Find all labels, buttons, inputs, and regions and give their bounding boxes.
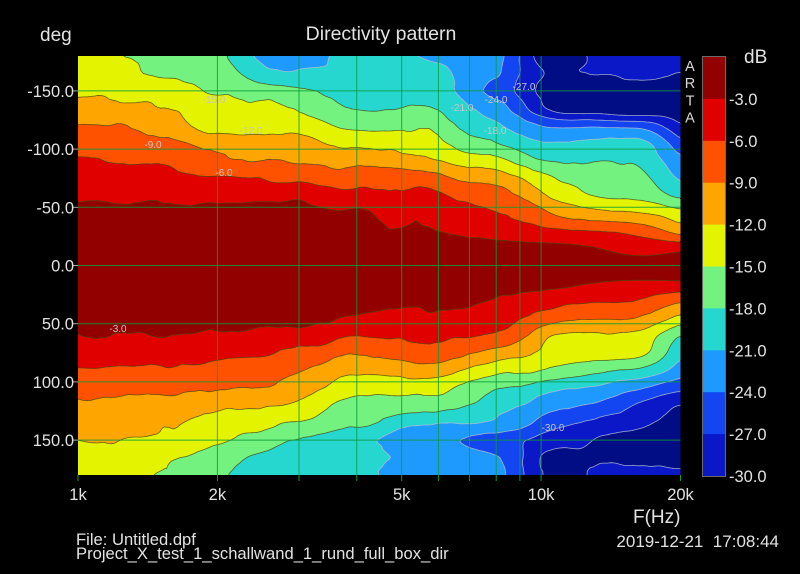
svg-text:-50.0: -50.0 <box>36 199 74 217</box>
svg-text:-24.0: -24.0 <box>485 95 508 106</box>
svg-text:50.0: 50.0 <box>42 316 74 334</box>
svg-text:-27.0: -27.0 <box>729 426 767 444</box>
svg-text:20k: 20k <box>667 486 694 504</box>
svg-text:-12.0: -12.0 <box>240 126 263 137</box>
svg-text:-6.0: -6.0 <box>215 168 233 179</box>
svg-text:T: T <box>686 93 695 109</box>
svg-text:-18.0: -18.0 <box>729 300 767 318</box>
svg-text:0.0: 0.0 <box>51 258 74 276</box>
svg-text:-15.0: -15.0 <box>729 259 767 277</box>
svg-text:deg: deg <box>40 25 72 46</box>
svg-text:File: Untitled.dpf: File: Untitled.dpf <box>76 530 196 549</box>
svg-text:-30.0: -30.0 <box>542 423 565 434</box>
svg-text:-21.0: -21.0 <box>729 342 767 360</box>
svg-text:-30.0: -30.0 <box>729 468 767 486</box>
svg-text:1k: 1k <box>69 486 87 504</box>
svg-text:Directivity pattern: Directivity pattern <box>306 23 457 45</box>
svg-text:-3.0: -3.0 <box>729 91 757 109</box>
svg-text:-150.0: -150.0 <box>27 83 74 101</box>
svg-text:-24.0: -24.0 <box>729 384 767 402</box>
svg-text:-21.0: -21.0 <box>451 103 474 114</box>
svg-text:100.0: 100.0 <box>33 374 74 392</box>
svg-text:-12.0: -12.0 <box>729 217 767 235</box>
svg-text:-9.0: -9.0 <box>144 140 162 151</box>
svg-text:2019-12-21 17:08:44: 2019-12-21 17:08:44 <box>616 532 779 551</box>
svg-text:2k: 2k <box>209 486 227 504</box>
svg-text:10k: 10k <box>528 486 555 504</box>
svg-text:A: A <box>685 59 695 75</box>
svg-text:R: R <box>685 76 695 92</box>
svg-text:-27.0: -27.0 <box>513 82 536 93</box>
svg-text:F(Hz): F(Hz) <box>633 507 680 528</box>
svg-text:-3.0: -3.0 <box>109 324 127 335</box>
svg-text:-9.0: -9.0 <box>729 175 757 193</box>
svg-text:5k: 5k <box>393 486 411 504</box>
svg-text:-18.0: -18.0 <box>484 126 507 137</box>
svg-text:Project_X_test_1_schallwand_1_: Project_X_test_1_schallwand_1_rund_full_… <box>76 544 449 563</box>
svg-text:A: A <box>685 111 695 127</box>
svg-text:150.0: 150.0 <box>33 432 74 450</box>
svg-text:dB: dB <box>744 47 767 68</box>
svg-text:-15.0: -15.0 <box>203 95 226 106</box>
svg-text:-100.0: -100.0 <box>27 141 74 159</box>
svg-text:-6.0: -6.0 <box>729 133 757 151</box>
